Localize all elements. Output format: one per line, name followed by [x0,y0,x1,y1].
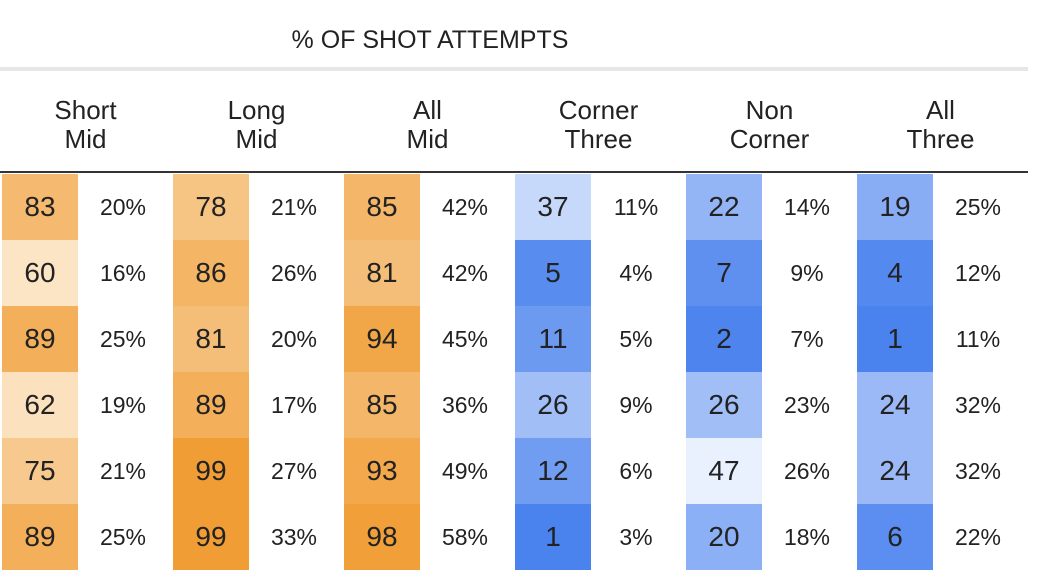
percent-cell: 16% [99,260,147,286]
percent-cell: 36% [441,392,489,418]
percent-cell: 14% [783,194,831,220]
percent-cell: 33% [270,524,318,550]
percent-cell: 20% [99,194,147,220]
rank-cell: 83 [2,174,78,240]
column-header-line1: All [926,95,955,125]
percent-cell: 3% [619,524,653,550]
rank-cell: 99 [173,438,249,504]
percent-cell: 22% [954,524,1002,550]
percent-cell: 26% [783,458,831,484]
column-header-line2: Mid [406,124,449,154]
column-header-line2: Mid [64,124,107,154]
percent-cell: 9% [619,392,653,418]
column-header-line2: Three [564,124,633,154]
rank-cell: 7 [686,240,762,306]
rank-cell: 20 [686,504,762,570]
percent-cell: 32% [954,458,1002,484]
percent-cell: 25% [99,326,147,352]
rank-cell: 81 [173,306,249,372]
percent-cell: 11% [613,194,659,220]
rank-cell: 1 [857,306,933,372]
percent-cell: 17% [270,392,318,418]
stats-grid: 83 20% 60 16% 89 25% 62 19% 75 21% 89 25% 78 21% 86 26%… [0,174,1038,576]
column-header-line2: Corner [729,124,810,154]
percent-cell: 21% [270,194,318,220]
percent-cell: 26% [270,260,318,286]
rank-cell: 62 [2,372,78,438]
title-divider [0,67,1028,71]
percent-cell: 9% [790,260,824,286]
rank-cell: 24 [857,372,933,438]
percent-cell: 21% [99,458,147,484]
percent-cell: 42% [441,194,489,220]
header-rule [0,171,1028,173]
rank-cell: 86 [173,240,249,306]
column-header-line1: Corner [558,95,639,125]
rank-cell: 81 [344,240,420,306]
rank-cell: 22 [686,174,762,240]
column-header: All Mid [342,96,513,154]
column-header: All Three [855,96,1026,154]
column-header: Short Mid [0,96,171,154]
percent-cell: 25% [99,524,147,550]
rank-cell: 5 [515,240,591,306]
table-title: % OF SHOT ATTEMPTS [291,26,569,54]
column-header-line2: Mid [235,124,278,154]
percent-cell: 12% [954,260,1002,286]
rank-cell: 60 [2,240,78,306]
rank-cell: 47 [686,438,762,504]
rank-cell: 89 [2,504,78,570]
rank-cell: 6 [857,504,933,570]
rank-cell: 78 [173,174,249,240]
column-headers: Short Mid Long Mid All Mid Corner Three Non Corne… [0,96,1038,160]
rank-cell: 26 [686,372,762,438]
percent-cell: 18% [783,524,831,550]
percent-cell: 4% [619,260,653,286]
rank-cell: 94 [344,306,420,372]
column-header-line1: Non [745,95,794,125]
rank-cell: 75 [2,438,78,504]
rank-cell: 11 [515,306,591,372]
rank-cell: 24 [857,438,933,504]
rank-cell: 89 [2,306,78,372]
rank-cell: 99 [173,504,249,570]
percent-cell: 6% [619,458,653,484]
rank-cell: 1 [515,504,591,570]
rank-cell: 85 [344,372,420,438]
rank-cell: 2 [686,306,762,372]
percent-cell: 58% [441,524,489,550]
column-header: Long Mid [171,96,342,154]
percent-cell: 49% [441,458,489,484]
column-header: Non Corner [684,96,855,154]
rank-cell: 26 [515,372,591,438]
column-header-line2: Three [906,124,975,154]
column-header-line1: Short [54,95,117,125]
percent-cell: 32% [954,392,1002,418]
percent-cell: 27% [270,458,318,484]
percent-cell: 45% [441,326,489,352]
rank-cell: 89 [173,372,249,438]
rank-cell: 85 [344,174,420,240]
column-header-line1: Long [227,95,286,125]
percent-cell: 23% [783,392,831,418]
percent-cell: 19% [99,392,147,418]
rank-cell: 19 [857,174,933,240]
rank-cell: 93 [344,438,420,504]
rank-cell: 12 [515,438,591,504]
rank-cell: 98 [344,504,420,570]
column-header-line1: All [413,95,442,125]
rank-cell: 4 [857,240,933,306]
percent-cell: 42% [441,260,489,286]
percent-cell: 20% [270,326,318,352]
percent-cell: 25% [954,194,1002,220]
column-header: Corner Three [513,96,684,154]
percent-cell: 7% [790,326,824,352]
percent-cell: 11% [955,326,1001,352]
rank-cell: 37 [515,174,591,240]
percent-cell: 5% [619,326,653,352]
